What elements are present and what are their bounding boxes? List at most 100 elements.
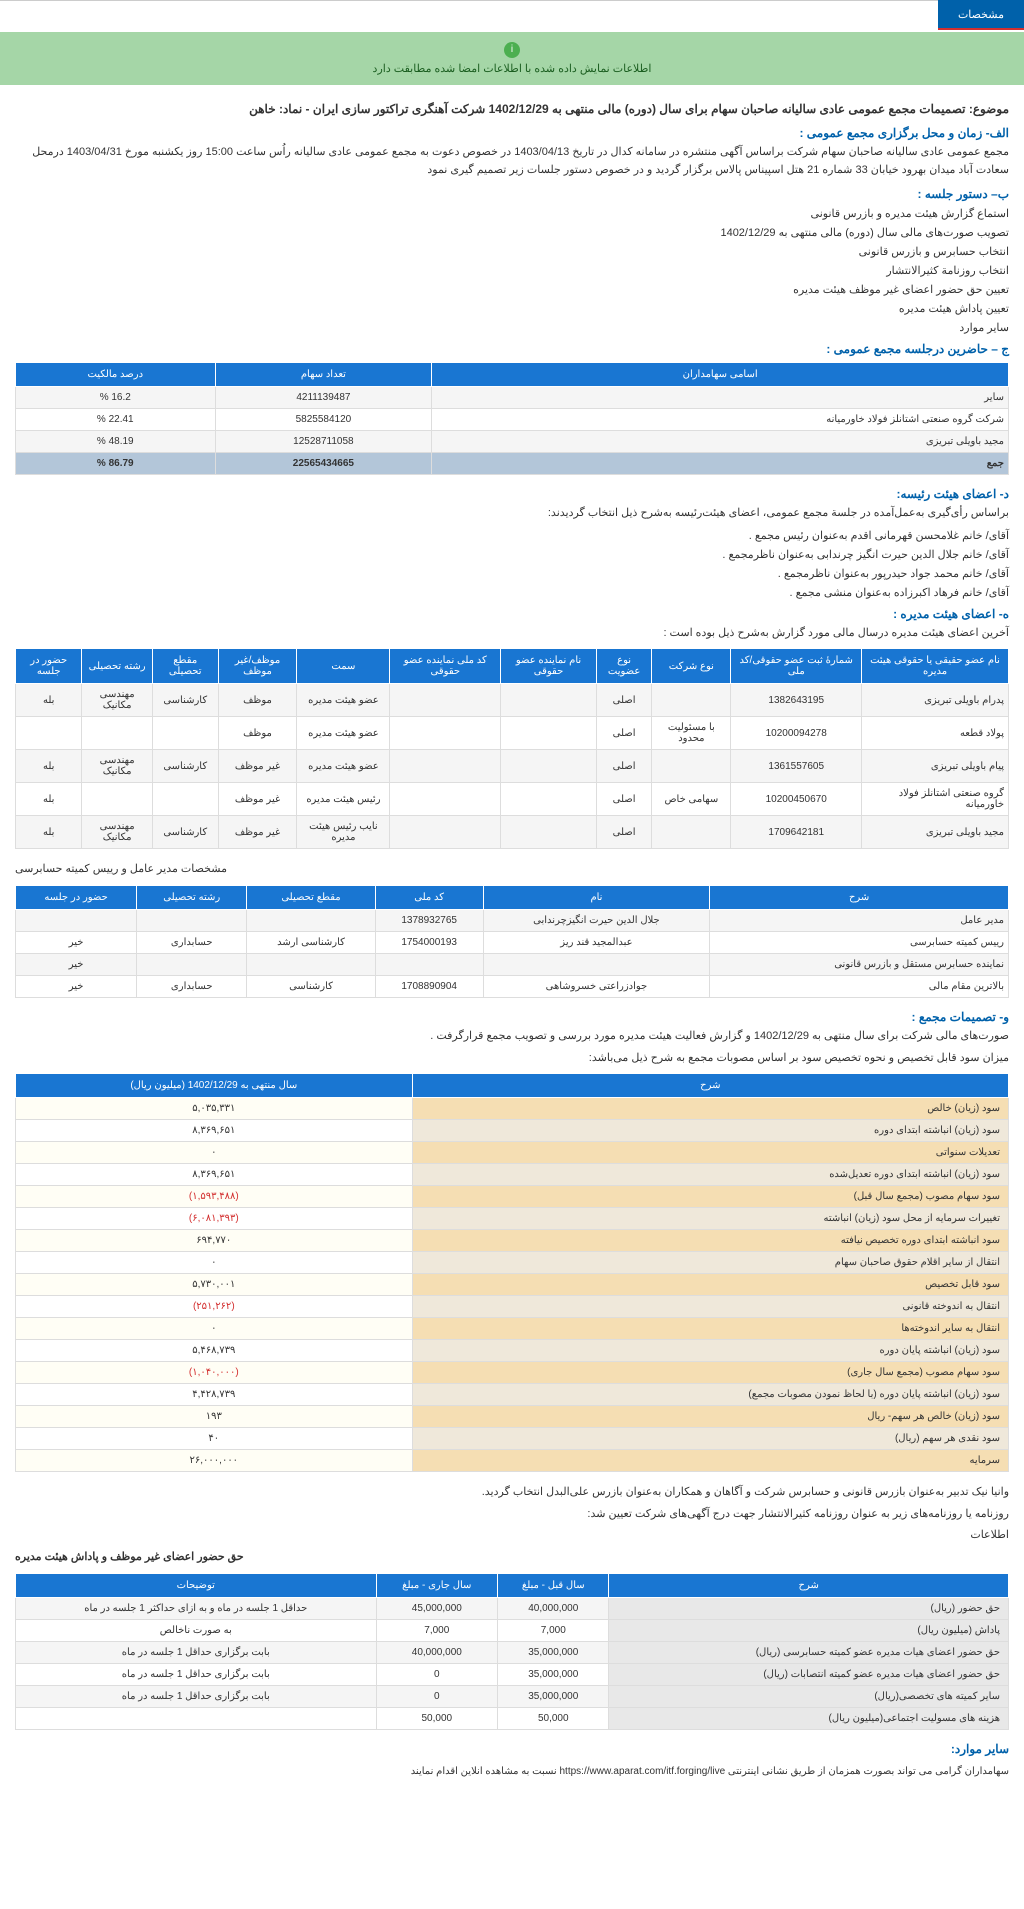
other-body: سهامداران گرامی می تواند بصورت همزمان از… bbox=[15, 1766, 1009, 1777]
col-header: شمارۀ ثبت عضو حقوقی/کد ملی bbox=[731, 649, 862, 684]
table-row: سود (زیان) خالص هر سهم- ریال۱۹۳ bbox=[16, 1406, 1009, 1428]
col-header: سال جاری - مبلغ bbox=[376, 1573, 498, 1597]
table-row: سود قابل تخصیص۵,۷۳۰,۰۰۱ bbox=[16, 1274, 1009, 1296]
table-row: هزینه های مسولیت اجتماعی(میلیون ریال)50,… bbox=[16, 1707, 1009, 1729]
col-header: درصد مالکیت bbox=[16, 363, 216, 387]
table-row: تعدیلات سنواتی۰ bbox=[16, 1142, 1009, 1164]
col-header: نام عضو حقیقی یا حقوقی هیئت مدیره bbox=[862, 649, 1009, 684]
table-row: بالاترین مقام مالیجوادزراعتی خسروشاهی170… bbox=[16, 975, 1009, 997]
sec-a-head: الف- زمان و محل برگزاری مجمع عمومی : bbox=[15, 126, 1009, 140]
table-row: سود (زیان) خالص۵,۰۳۵,۳۳۱ bbox=[16, 1098, 1009, 1120]
tab-filler bbox=[0, 0, 938, 30]
table-row: پولاد قطعه10200094278با مسئولیت محدوداصل… bbox=[16, 717, 1009, 750]
agenda-list: استماع گزارش هیئت‌ مدیره و بازرس قانونی ت… bbox=[15, 207, 1009, 334]
col-header: حضور در جلسه bbox=[16, 649, 82, 684]
table-row: انتقال به سایر اندوخته‌ها۰ bbox=[16, 1318, 1009, 1340]
col-header: رشته تحصیلی bbox=[137, 885, 247, 909]
col-header: نام bbox=[483, 885, 710, 909]
table-row: نماینده حسابرس مستقل و بازرس قانونیخیر bbox=[16, 953, 1009, 975]
col-header: مقطع تحصیلی bbox=[247, 885, 375, 909]
audit-table: شرحنامکد ملیمقطع تحصیلیرشته تحصیلیحضور د… bbox=[15, 885, 1009, 998]
table-row: پیام باویلی تبریزی1361557605اصلیعضو هیئت… bbox=[16, 750, 1009, 783]
presidium-item: آقای/ خانم جلال الدین حیرت انگیز چرندابی… bbox=[15, 548, 1009, 561]
total-row: جمع2256543466586.79 % bbox=[16, 453, 1009, 475]
sec-d-head: د- اعضای هیئت رئیسه: bbox=[15, 487, 1009, 501]
sec-f-intro: صورت‌های مالی شرکت برای سال منتهی به 140… bbox=[15, 1028, 1009, 1046]
col-header: مقطع تحصیلی bbox=[152, 649, 218, 684]
info-icon: i bbox=[504, 42, 520, 58]
col-header: موظف/غیر موظف bbox=[218, 649, 297, 684]
col-header: شرح bbox=[609, 1573, 1009, 1597]
auditor-line: وانیا نیک تدبیر به‌عنوان بازرس قانونی و … bbox=[15, 1484, 1009, 1502]
table-row: پدرام باویلی تبریزی1382643195اصلیعضو هیئ… bbox=[16, 684, 1009, 717]
col-header: سال قبل - مبلغ bbox=[498, 1573, 609, 1597]
col-header: رشته تحصیلی bbox=[82, 649, 152, 684]
comp-table: شرحسال قبل - مبلغسال جاری - مبلغتوضیحات ح… bbox=[15, 1573, 1009, 1730]
table-row: مجید باویلی تبریزی1252871105848.19 % bbox=[16, 431, 1009, 453]
col-header: حضور در جلسه bbox=[16, 885, 137, 909]
col-header: سمت bbox=[297, 649, 390, 684]
table-row: گروه صنعتی اشتانلز فولاد خاورمیانه102004… bbox=[16, 783, 1009, 816]
table-row: سود (زیان) انباشته ابتدای دوره تعدیل‌شده… bbox=[16, 1164, 1009, 1186]
presidium-list: آقای/ خانم غلامحسن قهرمانی اقدم به‌عنوان… bbox=[15, 529, 1009, 599]
table-row: سود (زیان) انباشته ابتدای دوره۸,۳۶۹,۶۵۱ bbox=[16, 1120, 1009, 1142]
col-header: توضیحات bbox=[16, 1573, 377, 1597]
table-row: انتقال از سایر اقلام حقوق صاحبان سهام۰ bbox=[16, 1252, 1009, 1274]
tab-specs[interactable]: مشخصات bbox=[938, 0, 1024, 30]
table-row: رییس کمیته حسابرسیعبدالمجید قند ریز17540… bbox=[16, 931, 1009, 953]
presidium-item: آقای/ خانم غلامحسن قهرمانی اقدم به‌عنوان… bbox=[15, 529, 1009, 542]
table-row: حق حضور اعضای هیات مدیره عضو کمیته انتصا… bbox=[16, 1663, 1009, 1685]
sec-c-head: ج – حاضرین درجلسه مجمع عمومی : bbox=[15, 342, 1009, 356]
agenda-item: تعیین حق حضور اعضای غیر موظف هیئت مدیره bbox=[15, 283, 1009, 296]
newspaper-line: روزنامه‌ یا روزنامه‌های زیر به عنوان روز… bbox=[15, 1506, 1009, 1524]
agenda-item: استماع گزارش هیئت‌ مدیره و بازرس قانونی bbox=[15, 207, 1009, 220]
col-header: نام نماینده عضو حقوقی bbox=[501, 649, 597, 684]
sec-b-head: ب– دستور جلسه : bbox=[15, 187, 1009, 201]
table-row: سود انباشته ابتدای دوره تخصیص نیافته۶۹۴,… bbox=[16, 1230, 1009, 1252]
table-row: سرمایه۲۶,۰۰۰,۰۰۰ bbox=[16, 1450, 1009, 1472]
table-row: مجید باویلی تبریزی1709642181اصلینایب رئی… bbox=[16, 816, 1009, 849]
attendees-table: اسامی سهامدارانتعداد سهامدرصد مالکیتسایر… bbox=[15, 362, 1009, 475]
sec-a-body: مجمع عمومی عادی سالیانه صاحبان سهام شرکت… bbox=[15, 144, 1009, 179]
table-row: تغییرات سرمایه از محل سود (زیان) انباشته… bbox=[16, 1208, 1009, 1230]
agenda-item: تعیین پاداش هیئت مدیره bbox=[15, 302, 1009, 315]
table-row: سود سهام مصوب (مجمع سال جاری)(۱,۰۴۰,۰۰۰) bbox=[16, 1362, 1009, 1384]
agenda-item: انتخاب روزنامة کثیرالانتشار bbox=[15, 264, 1009, 277]
table-row: سایر کمیته های تخصصی(ریال)35,000,0000باب… bbox=[16, 1685, 1009, 1707]
table-row: سایر421113948716.2 % bbox=[16, 387, 1009, 409]
comp-head: حق حضور اعضای غیر موظف و پاداش هیئت مدیر… bbox=[15, 1549, 1009, 1567]
table-row: پاداش (میلیون ریال)7,0007,000به صورت ناخ… bbox=[16, 1619, 1009, 1641]
presidium-item: آقای/ خانم فرهاد اکبرزاده به‌عنوان منشی … bbox=[15, 586, 1009, 599]
col-header: نوع شرکت bbox=[652, 649, 731, 684]
banner-text: اطلاعات نمایش داده شده با اطلاعات امضا ش… bbox=[373, 63, 652, 75]
sec-e-intro: آخرین اعضای هیئت مدیره درسال مالی مورد گ… bbox=[15, 625, 1009, 643]
col-header: اسامی سهامداران bbox=[432, 363, 1009, 387]
table-row: سود نقدی هر سهم (ریال)۴۰ bbox=[16, 1428, 1009, 1450]
agenda-item: تصویب صورت‌های مالی سال (دوره) مالی منته… bbox=[15, 226, 1009, 239]
sec-d-intro: براساس رأی‌گیری به‌عمل‌آمده در جلسة مجمع… bbox=[15, 505, 1009, 523]
table-row: انتقال به اندوخته‌ قانونی(۲۵۱,۲۶۲) bbox=[16, 1296, 1009, 1318]
success-banner: i اطلاعات نمایش داده شده با اطلاعات امضا… bbox=[0, 32, 1024, 85]
sec-e-head: ه- اعضای هیئت‌ مدیره : bbox=[15, 607, 1009, 621]
tab-bar: مشخصات bbox=[0, 0, 1024, 30]
presidium-item: آقای/ خانم محمد جواد حیدرپور به‌عنوان نا… bbox=[15, 567, 1009, 580]
agenda-item: انتخاب حسابرس و بازرس قانونی bbox=[15, 245, 1009, 258]
table-row: سود (زیان) انباشته پايان دوره۵,۴۶۸,۷۳۹ bbox=[16, 1340, 1009, 1362]
table-row: حق حضور اعضای هیات مدیره عضو کمیته حسابر… bbox=[16, 1641, 1009, 1663]
col-header: تعداد سهام bbox=[215, 363, 432, 387]
col-header: شرح bbox=[710, 885, 1009, 909]
col-header: شرح bbox=[412, 1074, 1008, 1098]
profit-intro: میزان سود قابل تخصیص و نحوه تخصیص سود بر… bbox=[15, 1050, 1009, 1068]
profit-table: شرحسال منتهی به 1402/12/29 (میلیون ریال)… bbox=[15, 1073, 1009, 1472]
table-row: شرکت گروه صنعتی اشتانلز فولاد خاورمیانه5… bbox=[16, 409, 1009, 431]
col-header: سال منتهی به 1402/12/29 (میلیون ریال) bbox=[16, 1074, 413, 1098]
sec-f-head: و- تصمیمات مجمع : bbox=[15, 1010, 1009, 1024]
page-title: موضوع: تصمیمات مجمع عمومی عادی سالیانه ص… bbox=[15, 102, 1009, 116]
newspaper: اطلاعات bbox=[15, 1527, 1009, 1545]
col-header: کد ملی نماینده عضو حقوقی bbox=[390, 649, 501, 684]
board-table: نام عضو حقیقی یا حقوقی هیئت مدیرهشمارۀ ث… bbox=[15, 648, 1009, 849]
col-header: کد ملی bbox=[375, 885, 483, 909]
table-row: مدیر عاملجلال الدین حیرت انگیزچرندابی137… bbox=[16, 909, 1009, 931]
table-row: سود (زیان) انباشته پایان دوره (با لحاظ ن… bbox=[16, 1384, 1009, 1406]
other-head: سایر موارد: bbox=[15, 1742, 1009, 1756]
